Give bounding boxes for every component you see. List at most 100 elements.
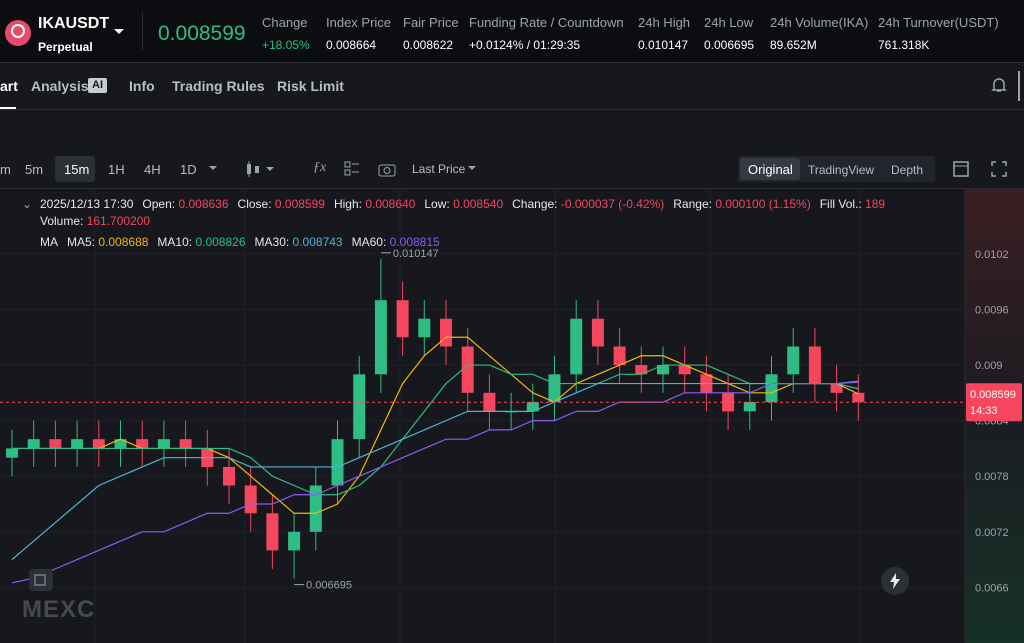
panel-icon[interactable] — [952, 160, 970, 178]
tab[interactable]: Info — [129, 78, 155, 94]
candle-type-icon[interactable] — [244, 160, 278, 178]
field-label: High: — [333, 197, 362, 211]
stat-value: +18.05% — [262, 38, 310, 52]
candle-body — [71, 439, 84, 449]
view-option[interactable]: TradingView — [808, 163, 875, 177]
interval[interactable]: 1H — [108, 162, 125, 177]
caret[interactable] — [208, 165, 218, 173]
candle-body — [27, 439, 40, 449]
stat-value: 0.008664 — [326, 38, 377, 52]
candle-body — [179, 439, 192, 449]
view-option[interactable]: Original — [748, 162, 793, 177]
tab[interactable]: Risk Limit — [277, 78, 344, 94]
y-tick-label: 0.0096 — [975, 304, 1009, 316]
bar-time: 2025/12/13 17:30 — [40, 197, 134, 211]
layout-icon[interactable] — [344, 161, 360, 177]
candle-body — [526, 402, 539, 412]
ticker-header: IKAUSDT Perpetual 0.008599 Change +18.05%… — [0, 0, 1024, 63]
legend-label: MA10: — [157, 235, 193, 249]
ohlc-row: ⌄ 2025/12/13 17:30 Open: 0.008636 Close: 0.… — [10, 196, 910, 230]
candle-body — [157, 439, 170, 449]
interval[interactable]: 15m — [64, 162, 90, 177]
candle-body — [6, 448, 18, 458]
separator — [142, 12, 143, 50]
stat-label: 24h Low — [704, 15, 754, 30]
stat-label: Index Price — [326, 15, 392, 30]
candle-body — [830, 383, 843, 393]
symbol[interactable]: IKAUSDT — [38, 15, 110, 32]
tool-icon[interactable] — [28, 568, 54, 592]
camera-icon[interactable] — [378, 161, 396, 177]
candle-body — [483, 392, 496, 412]
quick-trade-button[interactable] — [880, 566, 910, 596]
contract-type: Perpetual — [38, 40, 93, 54]
caret[interactable] — [467, 165, 477, 173]
field-label: Open: — [142, 197, 176, 211]
fullscreen-icon[interactable] — [990, 160, 1008, 178]
bell-icon[interactable] — [990, 76, 1008, 94]
stat-label: 24h Volume(IKA) — [770, 15, 869, 30]
ma-title: MA — [40, 235, 58, 249]
candle-body — [765, 374, 778, 403]
field-value: 189 — [865, 197, 886, 211]
legend-value: 0.008688 — [98, 235, 149, 249]
field-value: 0.008599 — [274, 197, 325, 211]
ma-row: MA MA5: 0.008688 MA10: 0.008826 MA30: 0.008… — [10, 234, 910, 251]
stat-value: 0.006695 — [704, 38, 755, 52]
legend-item: MA60: 0.008815 — [352, 234, 440, 251]
field-value: 0.000100 (1.15%) — [715, 197, 811, 211]
price-type[interactable]: Last Price — [412, 162, 466, 176]
min-marker: 0.006695 — [306, 580, 352, 592]
field-value: -0.000037 (-0.42%) — [560, 197, 665, 211]
candle-body — [613, 346, 626, 366]
chevron: ⌄ — [22, 197, 33, 211]
legend-label: MA30: — [254, 235, 290, 249]
candle-body — [114, 439, 127, 449]
candle-body — [244, 485, 257, 514]
price-chart: 0.00660.00720.00780.00840.0090.00960.010… — [0, 189, 1024, 643]
interval[interactable]: 5m — [25, 162, 44, 177]
candle-body — [331, 439, 344, 486]
candle-body — [440, 318, 452, 347]
tab[interactable]: art — [0, 78, 18, 94]
stat-label: Funding Rate / Countdown — [469, 15, 624, 30]
candle-body — [787, 346, 800, 375]
interval-highlight — [55, 156, 95, 182]
indicator-icon[interactable]: ƒx — [313, 160, 327, 175]
field-value: 0.008636 — [178, 197, 229, 211]
candle-body — [852, 392, 865, 403]
ai-badge: AI — [88, 78, 107, 93]
candle-body — [570, 318, 583, 375]
scroll-edge — [1018, 71, 1020, 101]
dropdown-caret[interactable] — [113, 28, 125, 36]
ohlc-field: Change: -0.000037 (-0.42%) — [512, 196, 664, 213]
legend-item: MA10: 0.008826 — [157, 234, 245, 251]
view-highlight — [740, 158, 800, 180]
candle-body — [808, 346, 821, 384]
legend-item: MA5: 0.008688 — [67, 234, 148, 251]
last-price: 0.008599 — [158, 22, 246, 45]
interval[interactable]: 4H — [144, 162, 161, 177]
interval[interactable]: m — [0, 162, 11, 177]
chart-toolbar: m 5m 15m 1H 4H 1D ƒx Last Price Original… — [0, 150, 1024, 189]
candle-body — [678, 365, 691, 375]
ma-line — [12, 364, 859, 496]
candle-body — [548, 374, 561, 403]
ma-line — [11, 381, 859, 584]
ohlc-field: High: 0.008640 — [334, 196, 415, 213]
stat-label: Fair Price — [403, 15, 459, 30]
stat-label: 24h Turnover(USDT) — [878, 15, 999, 30]
candle-body — [266, 513, 279, 551]
y-tick-label: 0.009 — [975, 360, 1003, 372]
view-option[interactable]: Depth — [891, 163, 924, 177]
tab[interactable]: Analysis — [31, 78, 89, 94]
legend-value: 0.008815 — [389, 235, 440, 249]
candle-body — [136, 439, 149, 449]
y-tick-label: 0.0078 — [975, 471, 1009, 483]
candle-body — [396, 300, 409, 338]
candle-body — [657, 365, 669, 375]
interval[interactable]: 1D — [180, 162, 197, 177]
stat-label: Change — [262, 15, 308, 30]
tab[interactable]: Trading Rules — [172, 78, 265, 94]
